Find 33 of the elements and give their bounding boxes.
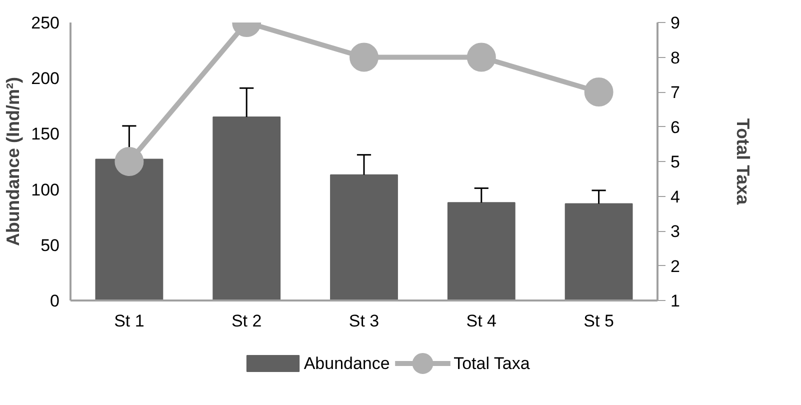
x-tick-label: St 4 bbox=[466, 312, 497, 330]
y-tick-label: 0 bbox=[50, 292, 60, 310]
y2-tick-label: 8 bbox=[670, 48, 680, 68]
legend-label: Abundance bbox=[304, 354, 390, 373]
y2-tick-label: 6 bbox=[670, 118, 680, 137]
bar bbox=[564, 203, 633, 300]
y-tick-label: 50 bbox=[40, 236, 60, 255]
legend-label: Total Taxa bbox=[454, 354, 530, 373]
y2-tick-label: 3 bbox=[670, 222, 680, 241]
y-tick-label: 250 bbox=[31, 14, 60, 32]
x-tick-label: St 2 bbox=[231, 312, 262, 330]
y2-tick-label: 1 bbox=[670, 292, 680, 310]
y2-axis-title: Total Taxa bbox=[732, 118, 753, 206]
y-tick-label: 200 bbox=[31, 69, 60, 88]
y2-tick-label: 9 bbox=[670, 14, 680, 32]
x-tick-label: St 3 bbox=[348, 312, 380, 330]
y-tick-label: 100 bbox=[31, 180, 60, 200]
y2-tick-label: 5 bbox=[670, 152, 680, 172]
bar bbox=[447, 202, 516, 300]
point bbox=[584, 78, 614, 106]
bar bbox=[212, 116, 281, 300]
x-tick-label: St 5 bbox=[584, 312, 614, 330]
y2-tick-label: 2 bbox=[670, 256, 680, 276]
y-tick-label: 150 bbox=[31, 124, 60, 144]
bar bbox=[330, 174, 398, 300]
point bbox=[350, 42, 378, 72]
y2-tick-label: 7 bbox=[670, 83, 680, 102]
point bbox=[114, 147, 144, 176]
x-tick-label: St 1 bbox=[114, 312, 144, 330]
y2-tick-label: 4 bbox=[670, 187, 680, 206]
point bbox=[466, 42, 496, 72]
bar bbox=[95, 158, 164, 300]
y-axis-title: Abundance (Ind/m²) bbox=[3, 76, 24, 246]
